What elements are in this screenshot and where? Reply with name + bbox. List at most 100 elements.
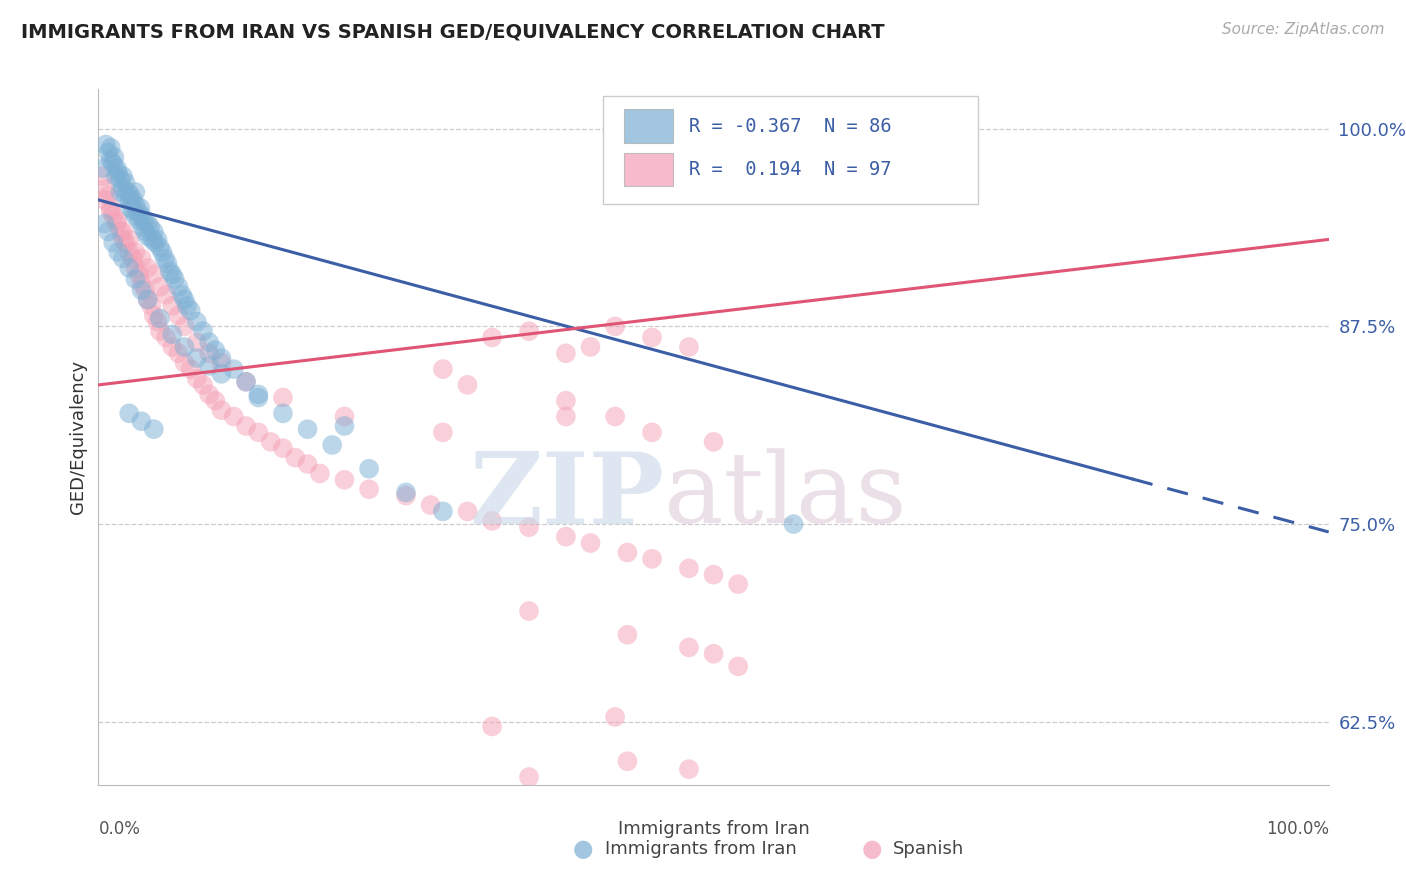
Point bbox=[260, 434, 283, 449]
Point bbox=[176, 299, 198, 313]
Point bbox=[124, 185, 146, 199]
Point bbox=[432, 425, 454, 440]
Point bbox=[131, 252, 153, 266]
Point bbox=[124, 209, 146, 223]
Text: R =  0.194  N = 97: R = 0.194 N = 97 bbox=[689, 160, 891, 178]
Point bbox=[103, 150, 125, 164]
Point bbox=[247, 425, 270, 440]
Point bbox=[110, 185, 132, 199]
Point bbox=[100, 153, 122, 168]
Point bbox=[136, 217, 159, 231]
Point bbox=[131, 414, 153, 428]
Point bbox=[136, 260, 159, 275]
Point bbox=[152, 245, 174, 260]
Point bbox=[114, 188, 136, 202]
Point bbox=[180, 303, 202, 318]
Point bbox=[271, 391, 294, 405]
Point bbox=[186, 351, 208, 365]
Point bbox=[167, 308, 190, 322]
Point bbox=[173, 319, 195, 334]
Point bbox=[136, 293, 159, 307]
Point bbox=[235, 375, 257, 389]
Point bbox=[129, 201, 152, 215]
Point bbox=[186, 371, 208, 385]
Point bbox=[222, 409, 245, 424]
Point bbox=[678, 561, 700, 575]
Point bbox=[616, 628, 638, 642]
Point bbox=[118, 406, 141, 420]
Point bbox=[120, 188, 142, 202]
Point bbox=[727, 659, 749, 673]
Point bbox=[517, 770, 540, 784]
Text: Spanish: Spanish bbox=[893, 840, 965, 858]
Point bbox=[703, 434, 725, 449]
Point bbox=[159, 264, 181, 278]
Point bbox=[641, 551, 664, 566]
Point bbox=[127, 203, 149, 218]
Point bbox=[142, 422, 165, 436]
Point bbox=[162, 327, 183, 342]
Point bbox=[107, 245, 129, 260]
Point bbox=[143, 235, 166, 250]
Text: 0.0%: 0.0% bbox=[98, 820, 141, 838]
Point bbox=[191, 324, 214, 338]
Point bbox=[146, 315, 169, 329]
Point bbox=[284, 450, 307, 465]
Point bbox=[112, 169, 135, 183]
Point bbox=[132, 219, 155, 234]
Point bbox=[110, 225, 132, 239]
Point bbox=[579, 536, 602, 550]
Point bbox=[211, 351, 233, 365]
Point bbox=[112, 225, 135, 239]
Point bbox=[97, 145, 120, 160]
Point bbox=[419, 498, 441, 512]
Point bbox=[198, 335, 221, 350]
Point bbox=[122, 193, 145, 207]
Point bbox=[93, 193, 115, 207]
Point bbox=[93, 169, 115, 183]
Point bbox=[173, 356, 195, 370]
Point bbox=[131, 283, 153, 297]
Point bbox=[333, 419, 356, 434]
Point bbox=[333, 409, 356, 424]
FancyBboxPatch shape bbox=[624, 110, 673, 143]
Point bbox=[118, 232, 141, 246]
Point bbox=[114, 235, 136, 250]
Point bbox=[191, 377, 214, 392]
Point bbox=[211, 367, 233, 381]
Text: R = -0.367  N = 86: R = -0.367 N = 86 bbox=[689, 117, 891, 136]
Text: Immigrants from Iran: Immigrants from Iran bbox=[605, 840, 796, 858]
Point bbox=[136, 293, 159, 307]
Point bbox=[554, 409, 576, 424]
Point bbox=[105, 213, 128, 227]
Point bbox=[321, 438, 343, 452]
Point bbox=[142, 308, 165, 322]
Point bbox=[149, 311, 172, 326]
Point bbox=[118, 193, 141, 207]
Point bbox=[517, 520, 540, 534]
Point bbox=[110, 172, 132, 186]
Point bbox=[100, 203, 122, 218]
Point bbox=[124, 272, 146, 286]
Point bbox=[131, 277, 153, 291]
Point bbox=[149, 280, 172, 294]
Point bbox=[155, 287, 177, 301]
Point bbox=[163, 272, 186, 286]
Point bbox=[211, 356, 233, 370]
Point bbox=[136, 229, 159, 244]
Point bbox=[105, 217, 128, 231]
Point bbox=[142, 225, 165, 239]
Text: Immigrants from Iran: Immigrants from Iran bbox=[617, 820, 810, 838]
Point bbox=[359, 482, 381, 496]
Point bbox=[186, 335, 208, 350]
Point bbox=[554, 530, 576, 544]
Point bbox=[517, 324, 540, 338]
Point bbox=[204, 393, 226, 408]
Point bbox=[124, 197, 146, 211]
Point bbox=[128, 213, 150, 227]
Point bbox=[180, 362, 202, 376]
Point bbox=[112, 182, 135, 196]
Point bbox=[678, 762, 700, 776]
Point bbox=[142, 267, 165, 281]
Point bbox=[149, 324, 172, 338]
